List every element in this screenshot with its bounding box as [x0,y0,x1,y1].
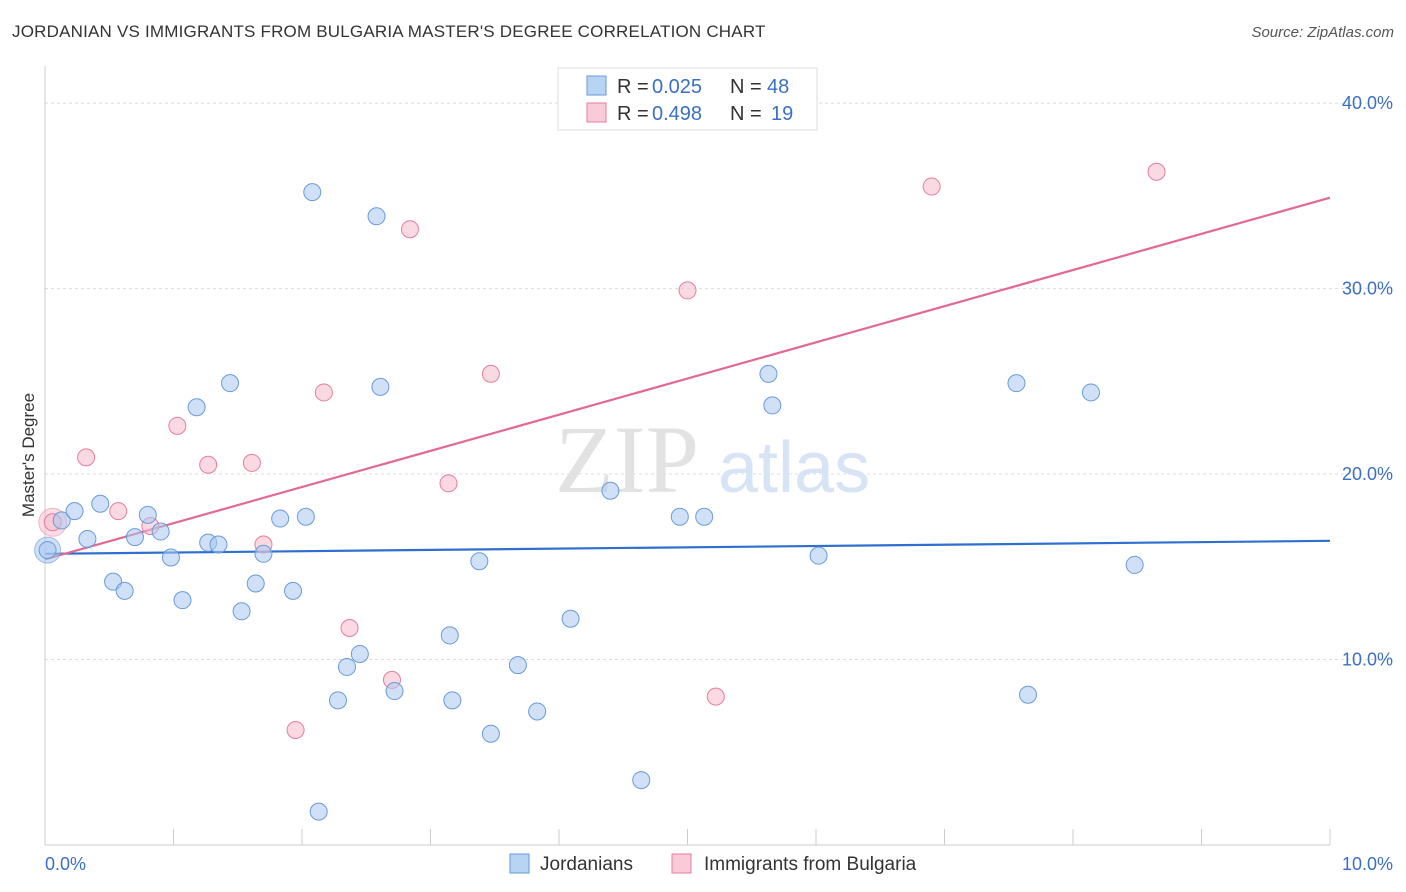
data-point-jordanians [508,656,527,675]
legend-swatch-bulgaria [586,102,607,123]
grid-lines [45,102,1392,661]
data-point-jordanians [367,207,386,226]
data-point-jordanians [254,544,273,563]
data-point-jordanians [173,591,192,610]
legend-n-label-2: N = [730,103,762,125]
data-point-bulgaria [678,281,697,300]
y-axis-title: Master's Degree [19,393,38,517]
data-point-bulgaria [168,416,187,435]
data-point-jordanians [78,529,97,548]
data-point-jordanians [1081,383,1100,402]
data-point-jordanians [1125,555,1144,574]
y-tick-label: 20.0% [1342,464,1393,484]
bottom-legend-swatch-jordanians [509,853,530,874]
axes [44,66,1331,846]
x-tick-label: 0.0% [45,854,86,874]
data-point-jordanians [125,528,144,547]
data-point-bulgaria [340,618,359,637]
data-points [34,162,1166,821]
data-point-jordanians [670,507,689,526]
data-point-jordanians [337,657,356,676]
data-point-jordanians [91,494,110,513]
legend-r-label-2: R = [617,103,649,125]
data-point-jordanians [246,574,265,593]
data-point-jordanians [209,535,228,554]
trend-line-bulgaria [44,196,1331,561]
watermark-atlas: atlas [718,428,870,508]
y-tick-label: 40.0% [1342,93,1393,113]
data-point-bulgaria [199,455,218,474]
data-point-bulgaria [922,177,941,196]
data-point-jordanians [284,581,303,600]
legend-r-label-1: R = [617,76,649,98]
data-point-jordanians [52,511,71,530]
data-point-jordanians [440,626,459,645]
data-point-bulgaria [1147,162,1166,181]
data-point-bulgaria [242,453,261,472]
data-point-jordanians [350,644,369,663]
legend-r-value-1: 0.025 [652,76,702,98]
data-point-jordanians [528,702,547,721]
data-point-jordanians [470,552,489,571]
chart-title: JORDANIAN VS IMMIGRANTS FROM BULGARIA MA… [12,22,766,41]
x-tick-label: 10.0% [1342,854,1393,874]
data-point-jordanians [221,374,240,393]
data-point-jordanians [632,771,651,790]
data-point-bulgaria [706,687,725,706]
bottom-legend-label-bulgaria: Immigrants from Bulgaria [704,854,917,875]
data-point-bulgaria [286,721,305,740]
data-point-jordanians [309,802,328,821]
data-point-jordanians [151,522,170,541]
y-tick-label: 30.0% [1342,279,1393,299]
source-label: Source: ZipAtlas.com [1251,24,1394,41]
data-point-jordanians [561,609,580,628]
data-point-jordanians [695,507,714,526]
data-point-jordanians [601,481,620,500]
watermark-zip: ZIP [555,406,699,513]
data-point-jordanians [371,377,390,396]
data-point-bulgaria [314,383,333,402]
data-point-bulgaria [439,474,458,493]
data-point-jordanians [328,691,347,710]
legend-n-label-1: N = [730,76,762,98]
data-point-jordanians [161,548,180,567]
y-tick-label: 10.0% [1342,650,1393,670]
data-point-jordanians [303,183,322,202]
data-point-jordanians [1007,374,1026,393]
data-point-jordanians [385,682,404,701]
top-legend: R = 0.025 N = 48 R = 0.498 N = 19 [557,67,818,131]
data-point-bulgaria [481,364,500,383]
legend-n-value-2: 19 [771,103,793,125]
legend-n-value-1: 48 [767,76,789,98]
trend-line-jordanians [44,539,1331,555]
watermark: ZIP atlas [555,406,870,513]
data-point-jordanians [809,546,828,565]
data-point-jordanians [271,509,290,528]
data-point-jordanians [481,724,500,743]
legend-swatch-jordanians [586,75,607,96]
legend-r-value-2: 0.498 [652,103,702,125]
data-point-jordanians [1019,685,1038,704]
bottom-legend-label-jordanians: Jordanians [540,854,633,875]
bottom-legend-swatch-bulgaria [671,853,692,874]
data-point-jordanians [65,502,84,521]
data-point-jordanians [232,602,251,621]
data-point-jordanians [38,541,57,560]
bottom-legend: Jordanians Immigrants from Bulgaria [509,853,917,875]
data-point-bulgaria [400,220,419,239]
y-tick-labels: 10.0% 20.0% 30.0% 40.0% [1342,93,1393,669]
data-point-bulgaria [109,502,128,521]
data-point-bulgaria [77,448,96,467]
data-point-jordanians [138,505,157,524]
data-point-jordanians [187,398,206,417]
data-point-jordanians [296,507,315,526]
data-point-jordanians [115,581,134,600]
x-tick-labels: 0.0% 10.0% [45,854,1393,874]
data-point-jordanians [759,364,778,383]
data-point-jordanians [443,691,462,710]
data-point-jordanians [763,396,782,415]
